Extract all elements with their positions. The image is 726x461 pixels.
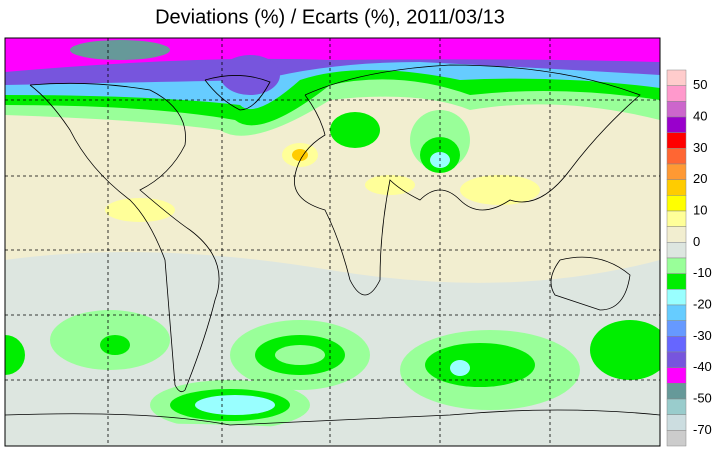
map-frame <box>4 37 661 447</box>
legend-label: -70 <box>693 422 712 437</box>
legend-swatch <box>666 148 687 165</box>
legend-label: 30 <box>693 140 707 155</box>
legend-label: -20 <box>693 296 712 311</box>
legend-swatch <box>666 273 687 290</box>
legend-label: 10 <box>693 202 707 217</box>
map <box>5 38 660 446</box>
legend-swatch <box>666 414 687 431</box>
legend-label: -30 <box>693 328 712 343</box>
legend-swatch <box>666 69 687 86</box>
legend-swatch <box>666 304 687 321</box>
legend-swatch <box>666 101 687 118</box>
legend-swatch <box>666 367 687 384</box>
legend-swatch <box>666 242 687 259</box>
legend-swatch <box>666 351 687 368</box>
legend-swatch <box>666 289 687 306</box>
legend-swatch <box>666 179 687 196</box>
legend-swatch <box>666 132 687 149</box>
legend-label: 40 <box>693 108 707 123</box>
legend-label: 20 <box>693 171 707 186</box>
legend-swatch <box>666 336 687 353</box>
legend-swatch <box>666 116 687 133</box>
title: Deviations (%) / Ecarts (%), 2011/03/13 <box>155 6 505 28</box>
legend-swatch <box>666 383 687 400</box>
legend-swatch <box>666 210 687 227</box>
legend-swatch <box>666 320 687 337</box>
legend-swatch <box>666 163 687 180</box>
legend-swatch <box>666 195 687 212</box>
legend-label: 0 <box>693 234 700 249</box>
legend-label: -50 <box>693 390 712 405</box>
legend-label: -10 <box>693 265 712 280</box>
legend-swatch <box>666 226 687 243</box>
legend-swatch <box>666 85 687 102</box>
legend-label: -40 <box>693 359 712 374</box>
legend: 50 40 30 20 10 0 -10 -20 -30 -40 -50 -70 <box>666 69 712 447</box>
legend-swatch <box>666 430 687 447</box>
legend-swatch <box>666 398 687 415</box>
legend-label: 50 <box>693 77 707 92</box>
legend-swatch <box>666 257 687 274</box>
